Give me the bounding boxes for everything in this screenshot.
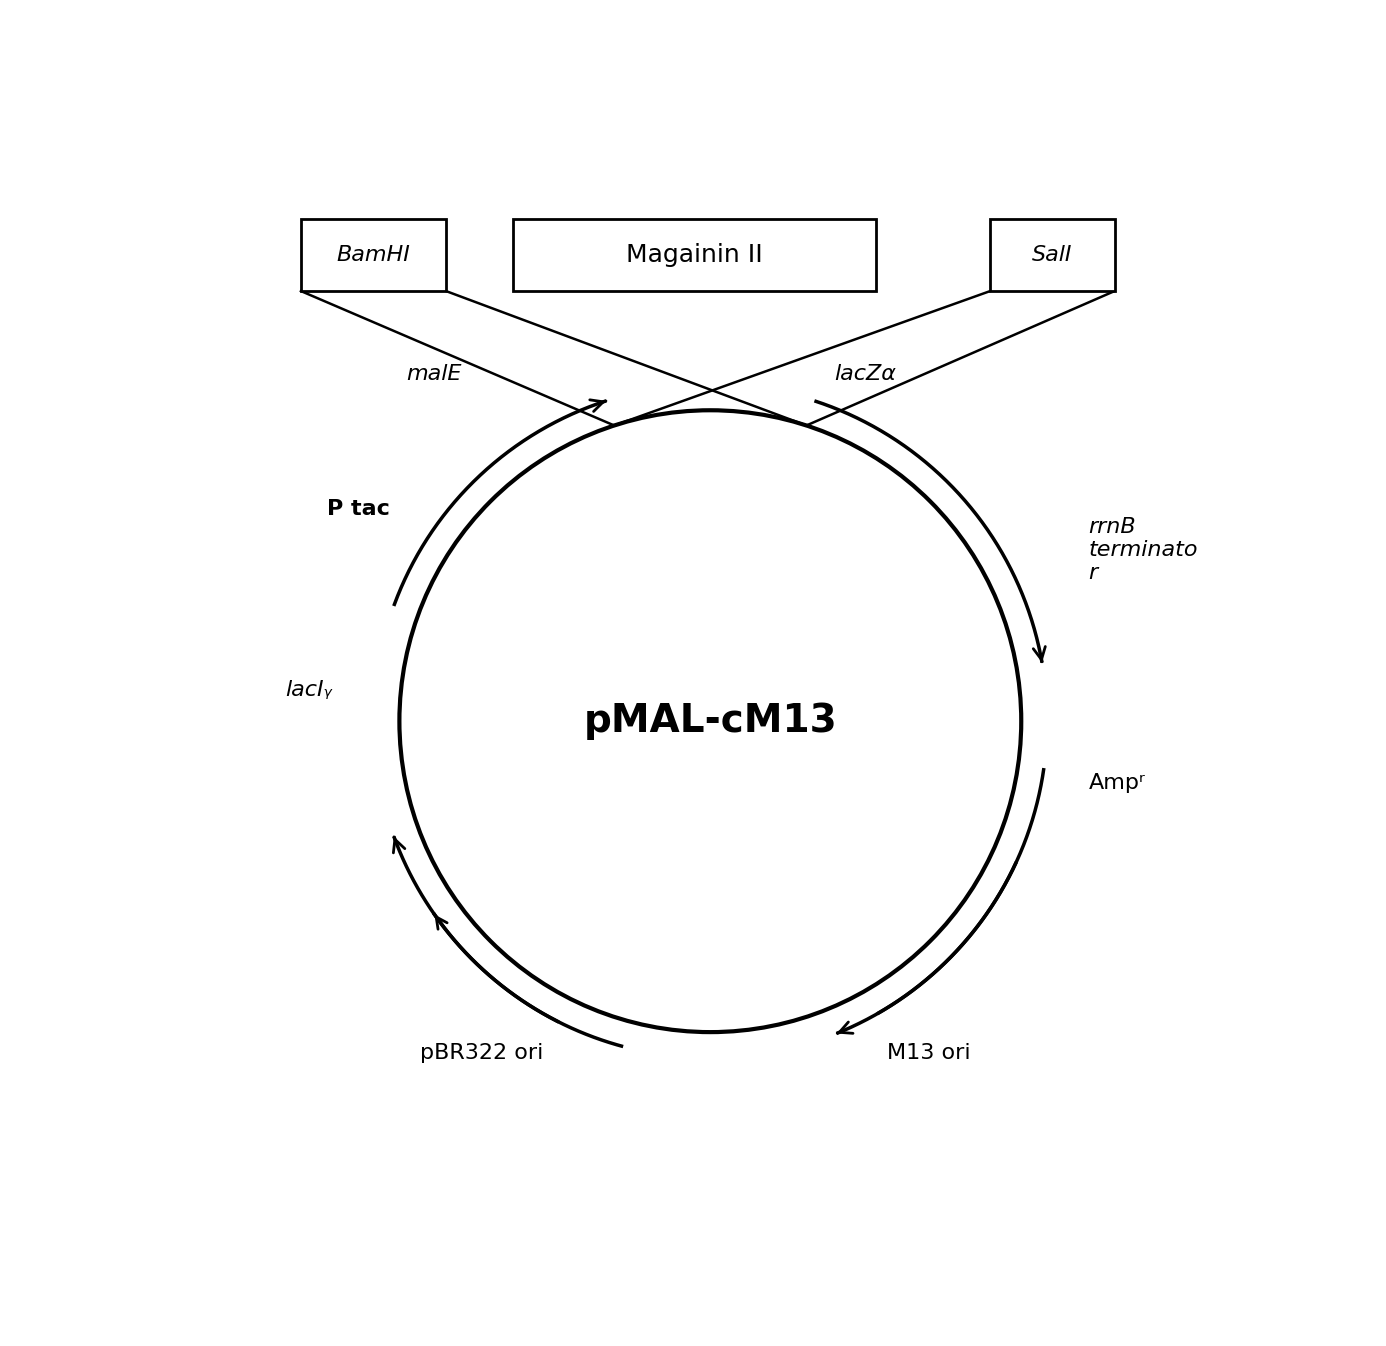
Text: P tac: P tac [327, 499, 389, 518]
Text: Ampʳ: Ampʳ [1088, 774, 1145, 793]
Text: lacZα: lacZα [834, 363, 897, 384]
Text: rrnB
terminato
r: rrnB terminato r [1088, 517, 1198, 583]
Text: M13 ori: M13 ori [887, 1043, 970, 1063]
Text: pMAL-cM13: pMAL-cM13 [584, 703, 837, 740]
Text: SalI: SalI [1033, 245, 1073, 265]
FancyBboxPatch shape [990, 218, 1114, 291]
Text: pBR322 ori: pBR322 ori [420, 1043, 543, 1063]
Text: Magainin II: Magainin II [626, 242, 764, 267]
Text: malE: malE [406, 363, 462, 384]
Text: BamHI: BamHI [337, 245, 410, 265]
FancyBboxPatch shape [301, 218, 446, 291]
FancyBboxPatch shape [513, 218, 876, 291]
Text: lacIᵧ: lacIᵧ [286, 680, 333, 700]
